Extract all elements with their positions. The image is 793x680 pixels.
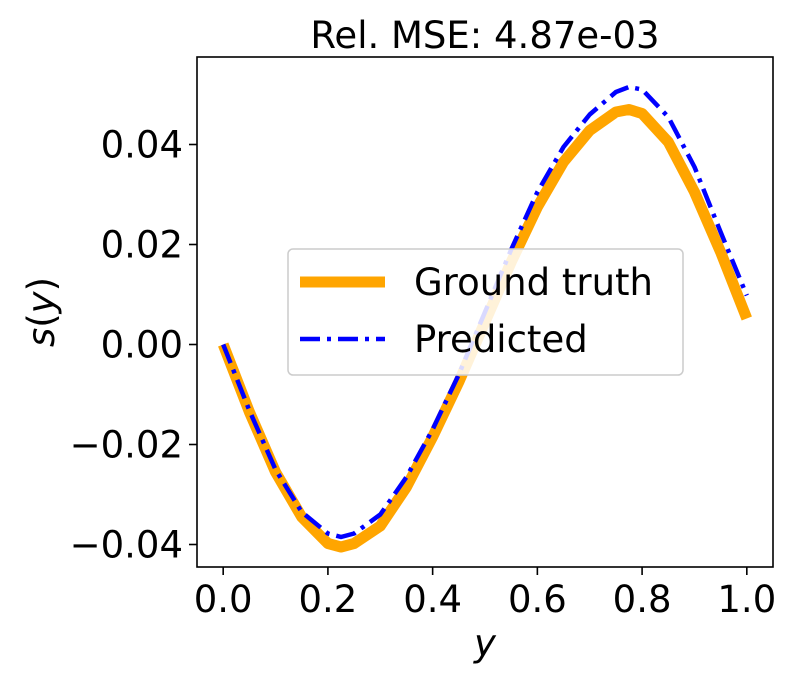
y-axis-label-open: ( bbox=[20, 313, 63, 327]
x-tick-label: 0.0 bbox=[194, 578, 253, 621]
x-tick-label: 0.6 bbox=[508, 578, 567, 621]
legend: Ground truth Predicted bbox=[287, 248, 684, 376]
plot-frame bbox=[196, 56, 774, 568]
x-axis-label: y bbox=[473, 622, 497, 665]
legend-label-predicted: Predicted bbox=[414, 318, 588, 361]
x-tick-label: 0.4 bbox=[403, 578, 462, 621]
y-tick-label: −0.02 bbox=[70, 424, 183, 467]
y-tick-label: 0.04 bbox=[101, 124, 183, 167]
x-tick-label: 0.2 bbox=[298, 578, 357, 621]
legend-box bbox=[287, 248, 684, 376]
y-tick-label: −0.04 bbox=[70, 524, 183, 567]
y-axis-label-close: ) bbox=[20, 277, 63, 291]
x-tick-label: 1.0 bbox=[717, 578, 776, 621]
legend-label-ground-truth: Ground truth bbox=[414, 261, 653, 304]
chart-title: Rel. MSE: 4.87e-03 bbox=[310, 14, 659, 57]
y-axis-label-var: y bbox=[20, 290, 63, 314]
y-tick-label: 0.02 bbox=[101, 224, 183, 267]
y-tick-label: 0.00 bbox=[101, 324, 183, 367]
x-tick-label: 0.8 bbox=[613, 578, 672, 621]
y-axis-label-func: s bbox=[20, 328, 63, 347]
y-axis-label: s(y) bbox=[20, 277, 63, 347]
